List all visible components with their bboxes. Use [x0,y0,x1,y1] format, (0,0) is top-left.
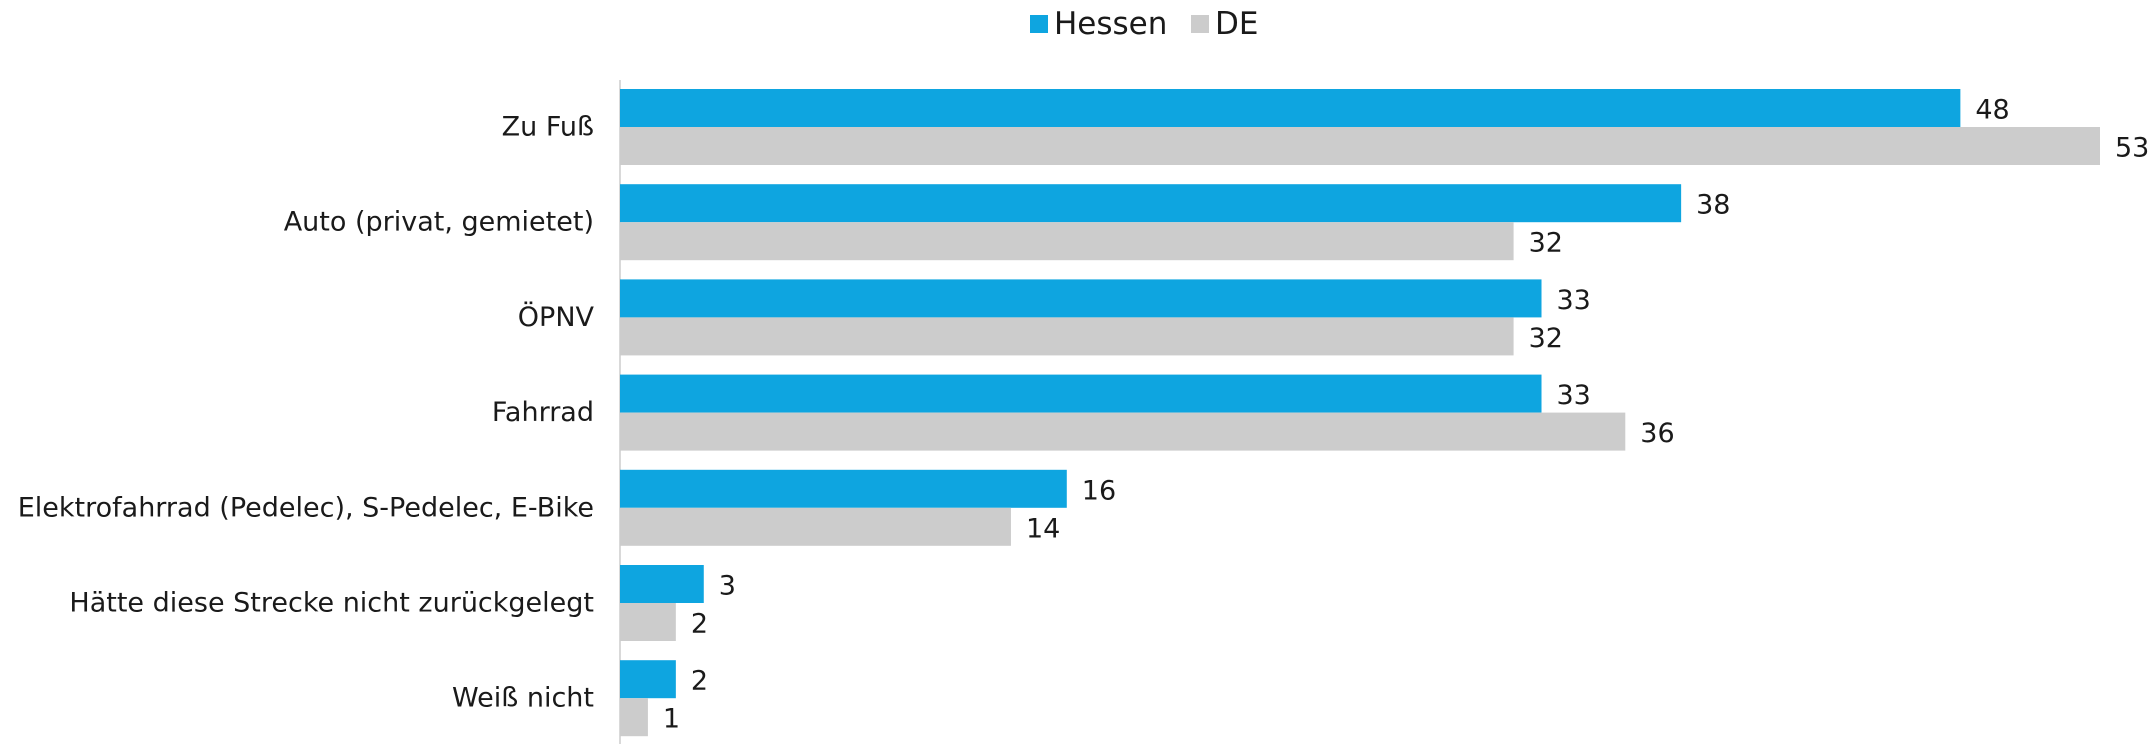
data-label-de: 36 [1640,418,1674,449]
category-label: Hätte diese Strecke nicht zurückgelegt [69,588,594,619]
bar-de [620,698,648,737]
data-label-hessen: 38 [1696,190,1730,221]
category-label: ÖPNV [518,301,595,333]
data-label-de: 32 [1529,323,1563,354]
category-labels: Zu Fuß Auto (privat, gemietet) ÖPNV Fahrrad… [18,112,595,714]
bar-hessen [620,565,704,603]
bar-de [620,317,1514,356]
data-label-hessen: 2 [691,666,708,697]
legend: Hessen DE [1030,6,1258,42]
data-label-de: 32 [1529,228,1563,259]
category-label: Weiß nicht [452,683,594,714]
bar-hessen [620,184,1682,223]
category-label: Elektrofahrrad (Pedelec), S-Pedelec, E-B… [18,492,594,523]
data-label-de: 53 [2115,133,2149,164]
bars [620,89,2100,737]
category-label: Fahrrad [492,397,594,428]
data-label-de: 14 [1026,513,1060,544]
bar-de [620,507,1011,546]
legend-label-hessen: Hessen [1054,6,1167,42]
data-label-hessen: 16 [1082,475,1116,506]
data-label-de: 2 [691,609,708,640]
bar-hessen [620,660,676,699]
bar-hessen [620,374,1542,413]
legend-label-de: DE [1215,6,1258,42]
bar-hessen [620,279,1542,318]
bar-de [620,603,676,641]
legend-swatch-hessen [1030,15,1048,33]
legend-swatch-de [1191,15,1209,33]
bar-de [620,222,1514,261]
data-label-de: 1 [663,704,680,735]
bar-hessen [620,469,1067,508]
bar-de [620,412,1626,451]
bar-hessen [620,89,1961,127]
data-label-hessen: 3 [719,571,736,602]
bar-de [620,127,2100,165]
data-label-hessen: 48 [1975,95,2009,126]
category-label: Zu Fuß [502,112,594,143]
data-label-hessen: 33 [1557,285,1591,316]
category-label: Auto (privat, gemietet) [284,207,594,238]
data-label-hessen: 33 [1557,380,1591,411]
